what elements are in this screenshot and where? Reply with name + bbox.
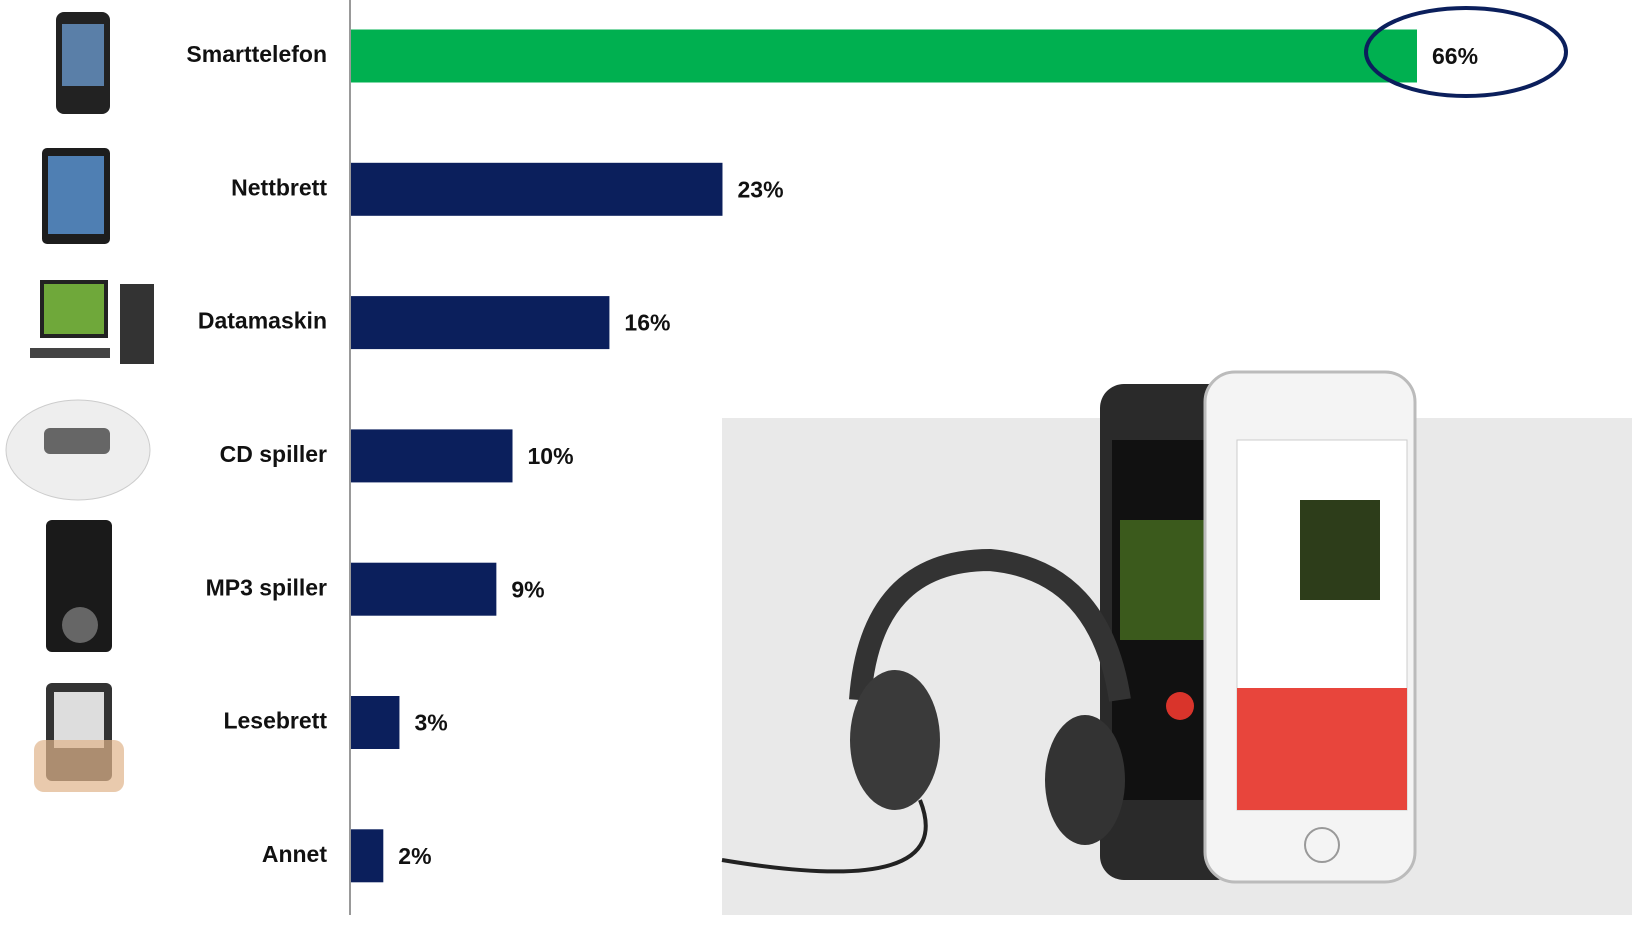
category-label: CD spiller	[220, 441, 327, 467]
category-label: Annet	[262, 841, 328, 867]
category-label: Lesebrett	[223, 708, 327, 734]
value-label: 66%	[1432, 43, 1478, 69]
bar	[351, 162, 723, 216]
category-label: Smarttelefon	[186, 41, 327, 67]
bar	[351, 696, 400, 749]
bar	[351, 429, 513, 483]
bar	[351, 562, 497, 616]
value-label: 2%	[398, 843, 431, 869]
bar	[351, 296, 610, 350]
bar	[351, 29, 1417, 83]
value-label: 9%	[511, 576, 544, 602]
device-icons	[5, 12, 154, 792]
value-label: 16%	[624, 310, 670, 336]
bar	[351, 829, 384, 883]
category-label: Datamaskin	[198, 308, 327, 334]
value-label: 23%	[737, 176, 783, 202]
highlight-ellipse	[1364, 6, 1568, 98]
category-label: MP3 spiller	[206, 574, 327, 600]
category-label: Nettbrett	[231, 174, 327, 200]
photo	[721, 370, 1632, 915]
value-label: 10%	[528, 443, 574, 469]
value-label: 3%	[414, 710, 447, 736]
